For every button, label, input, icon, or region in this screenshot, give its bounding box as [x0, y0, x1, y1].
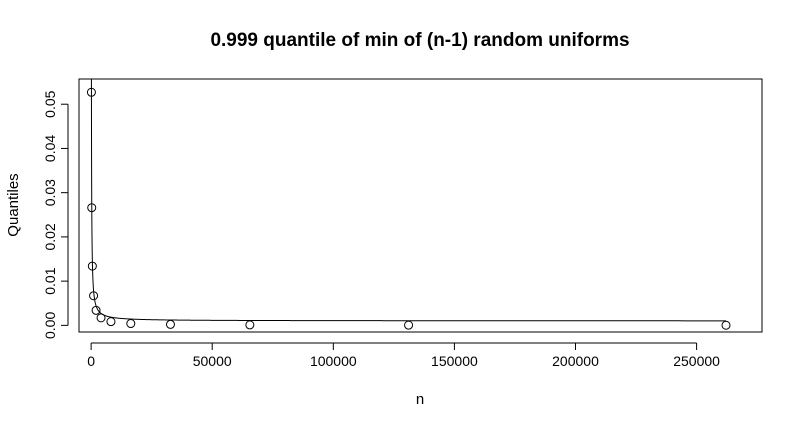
data-point — [404, 320, 414, 330]
x-axis-label: n — [416, 391, 424, 408]
fitted-curve-layer — [90, 79, 727, 322]
y-tick-label: 0.05 — [42, 90, 58, 117]
data-point — [91, 305, 101, 315]
y-axis: 0.00 0.01 0.02 0.03 0.04 0.05 — [42, 90, 69, 339]
data-point — [106, 317, 116, 327]
chart-title: 0.999 quantile of min of (n-1) random un… — [210, 30, 629, 51]
y-tick-label: 0.04 — [42, 135, 58, 162]
data-point — [87, 261, 97, 271]
y-tick-label: 0.03 — [42, 179, 58, 206]
x-tick-label: 0 — [87, 353, 95, 369]
y-axis-label: Quantiles — [5, 173, 22, 236]
data-point — [87, 203, 97, 213]
data-point — [89, 291, 99, 301]
y-tick-label: 0.00 — [42, 312, 58, 339]
x-tick-label: 150000 — [431, 353, 478, 369]
x-axis: 0 50000 100000 150000 200000 250000 — [87, 342, 720, 369]
y-tick-label: 0.01 — [42, 267, 58, 294]
x-tick-label: 200000 — [552, 353, 599, 369]
data-point — [86, 87, 96, 97]
data-points-layer — [86, 87, 731, 330]
data-point — [96, 313, 106, 323]
data-point — [245, 320, 255, 330]
plot-frame — [78, 78, 763, 333]
data-point — [165, 319, 175, 329]
x-tick-label: 250000 — [673, 353, 720, 369]
x-tick-label: 50000 — [193, 353, 232, 369]
y-tick-label: 0.02 — [42, 223, 58, 250]
data-point — [721, 320, 731, 330]
fitted-curve — [90, 79, 727, 322]
data-point — [126, 319, 136, 329]
x-tick-label: 100000 — [310, 353, 357, 369]
